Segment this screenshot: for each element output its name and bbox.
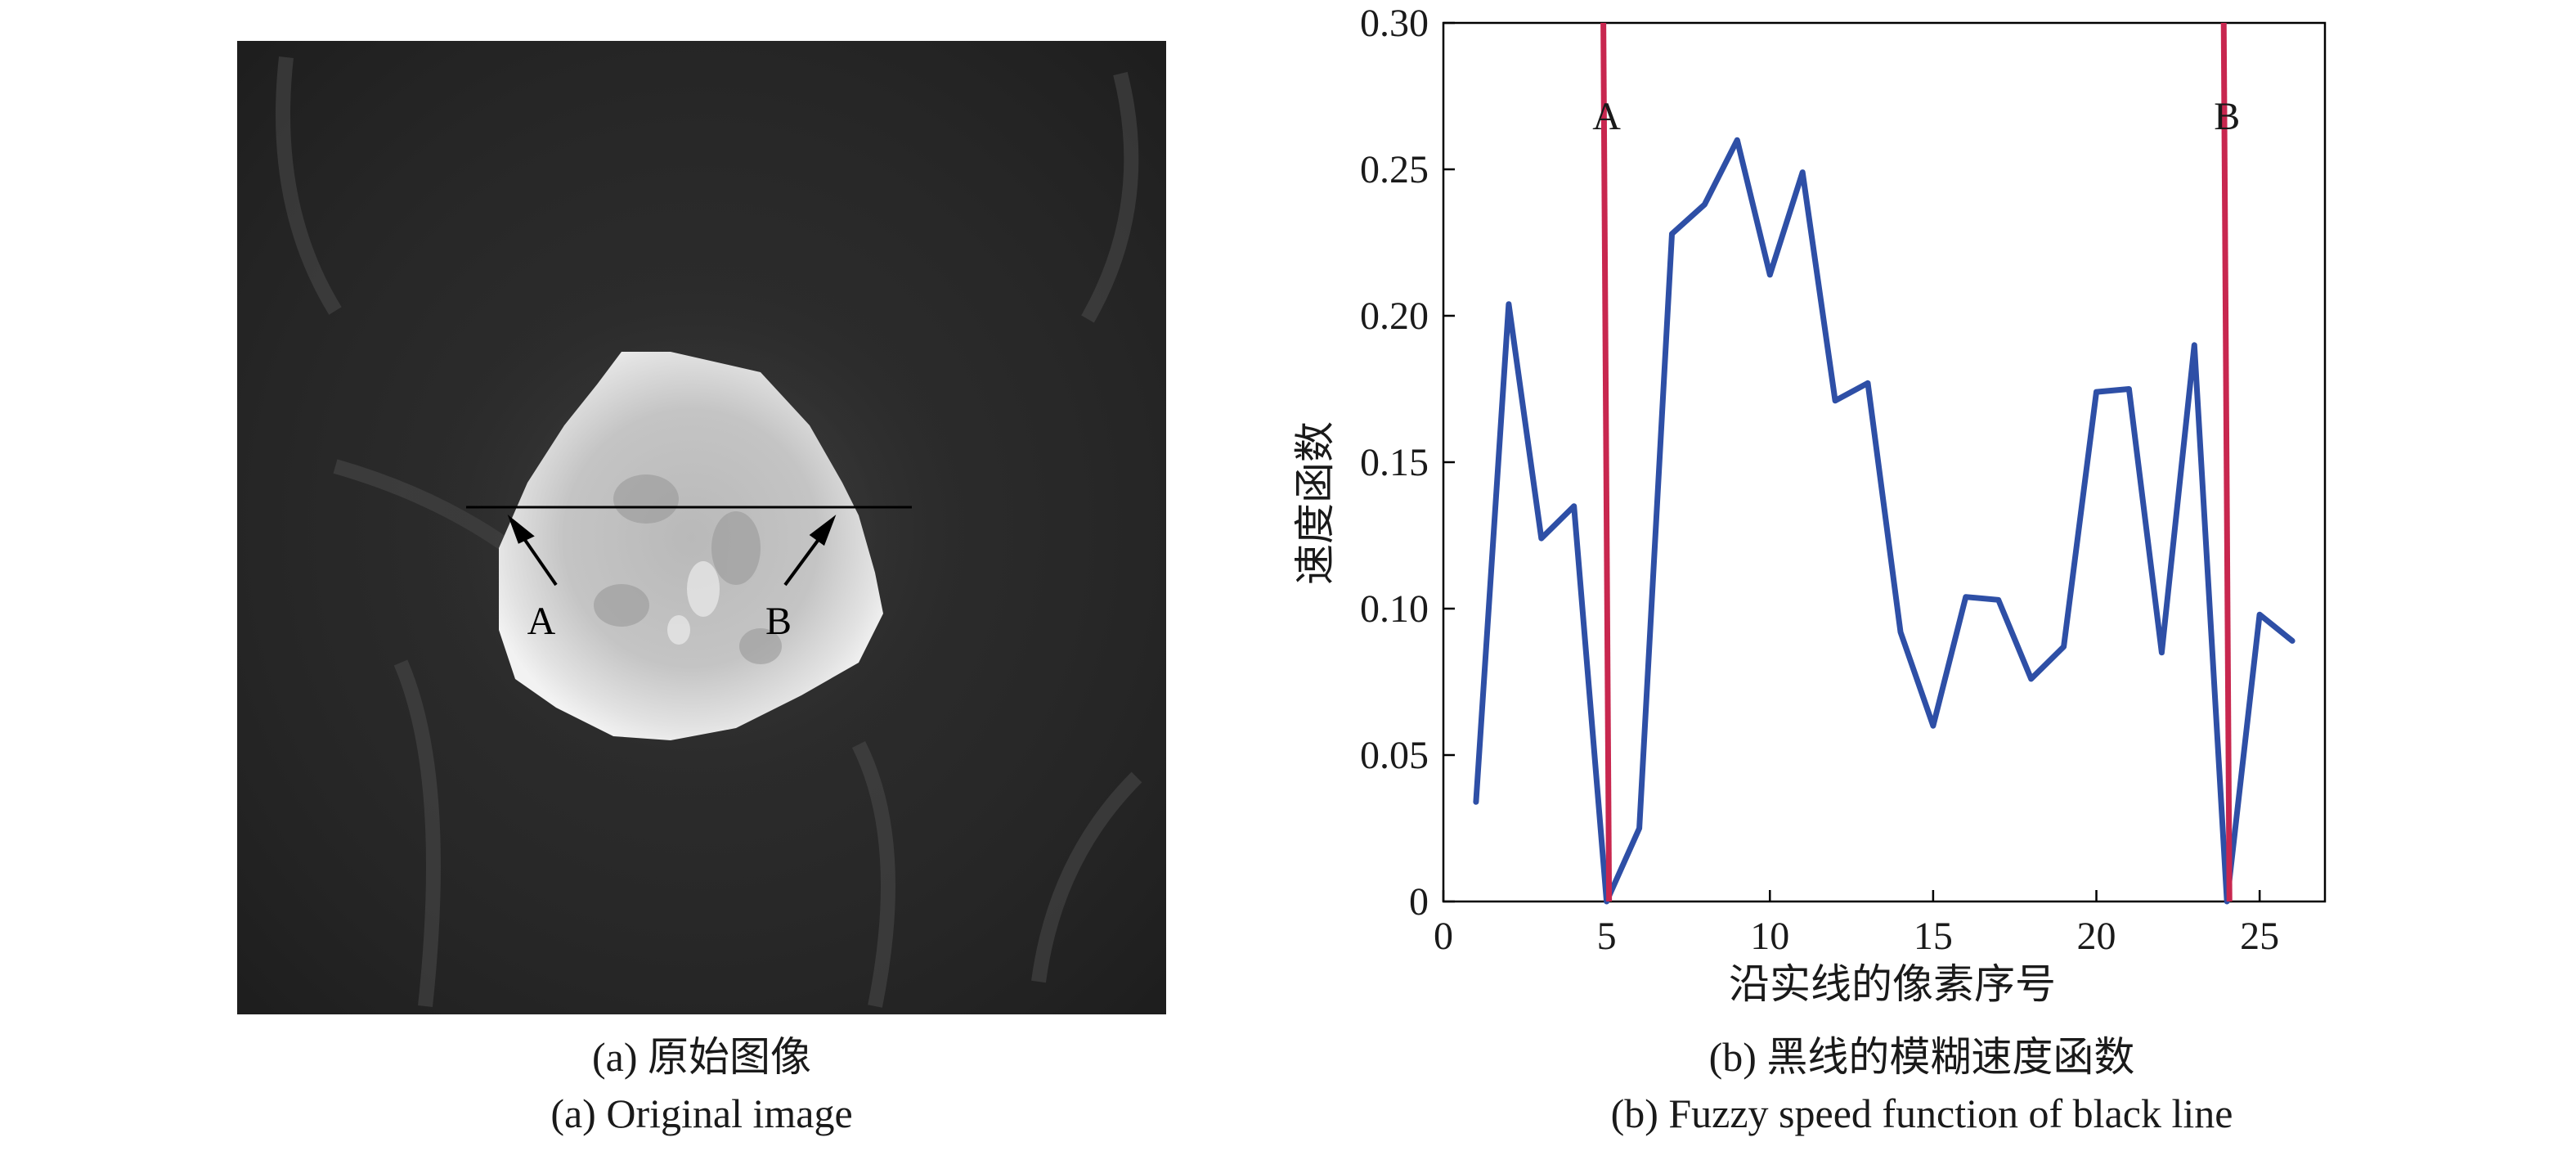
y-axis-label: 速度函数 (1292, 421, 1338, 585)
series-point-0-21 (2160, 650, 2164, 654)
marker-b: B (765, 600, 792, 643)
x-tick-label-1: 5 (1597, 915, 1617, 958)
series-point-0-7 (1703, 202, 1707, 206)
series-point-0-6 (1670, 232, 1674, 236)
series-point-0-0 (1474, 800, 1478, 804)
original-image: A B (237, 41, 1166, 1014)
series-point-0-19 (2094, 390, 2098, 394)
caption-a-cn: (a) 原始图像 (592, 1034, 811, 1080)
x-tick-label-5: 25 (2240, 915, 2279, 958)
series-point-0-3 (1572, 504, 1576, 508)
y-tick-label-0: 0 (1409, 880, 1429, 924)
series-point-0-10 (1801, 170, 1805, 174)
plot-frame (1442, 21, 2327, 903)
caption-b-cn: (b) 黑线的模糊速度函数 (1708, 1034, 2135, 1080)
marker-label-b: B (2214, 95, 2240, 138)
chart-svg: 0 5 10 15 20 25 0 0.05 0.10 0.15 0.20 0.25 0.30 沿实线的像… (1292, 2, 2327, 1007)
y-tick-label-1: 0.05 (1360, 734, 1429, 777)
arrow-a (507, 514, 558, 587)
series-point-0-13 (1898, 630, 1902, 634)
y-tick-label-5: 0.25 (1360, 148, 1429, 191)
series-point-0-14 (1931, 724, 1935, 728)
series-point-0-22 (2192, 343, 2197, 347)
series-point-0-16 (1996, 598, 2000, 602)
series-line-0 (1473, 137, 2296, 905)
series-point-0-1 (1506, 302, 1510, 306)
series-point-0-12 (1866, 381, 1870, 385)
series-point-0-18 (2062, 645, 2066, 649)
marker-label-a: A (1592, 95, 1621, 138)
series-point-0-17 (2029, 677, 2033, 681)
y-tick-label-4: 0.20 (1360, 294, 1429, 338)
caption-b-en: (b) Fuzzy speed function of black line (1610, 1090, 2233, 1136)
series-point-0-8 (1735, 138, 1739, 142)
caption-a-en: (a) Original image (550, 1090, 853, 1136)
x-axis-label: 沿实线的像素序号 (1729, 961, 2056, 1007)
speed-function-chart: 0 5 10 15 20 25 0 0.05 0.10 0.15 0.20 0.25 0.30 沿实线的像… (1276, 0, 2551, 1018)
original-image-panel: A B (237, 41, 1166, 1014)
series-point-0-5 (1637, 826, 1641, 830)
series-point-0-9 (1768, 272, 1772, 277)
x-tick-label-3: 15 (1914, 915, 1953, 958)
y-tick-label-6: 0.30 (1360, 2, 1429, 45)
marker-line-b (2220, 22, 2233, 902)
bright-object (499, 352, 883, 740)
y-tick-label-3: 0.15 (1360, 441, 1429, 484)
arrow-b (783, 515, 837, 587)
x-tick-label-0: 0 (1434, 915, 1453, 958)
series-point-0-2 (1539, 537, 1543, 541)
y-tick-label-2: 0.10 (1360, 587, 1429, 631)
series-point-0-24 (2258, 613, 2262, 617)
series-point-0-20 (2127, 387, 2131, 391)
series-point-0-15 (1963, 595, 1968, 599)
series-point-0-11 (1833, 398, 1838, 402)
marker-a: A (527, 600, 556, 643)
x-tick-label-2: 10 (1750, 915, 1789, 958)
series-point-0-25 (2291, 639, 2295, 643)
marker-line-a (1600, 22, 1613, 902)
x-tick-label-4: 20 (2077, 915, 2116, 958)
